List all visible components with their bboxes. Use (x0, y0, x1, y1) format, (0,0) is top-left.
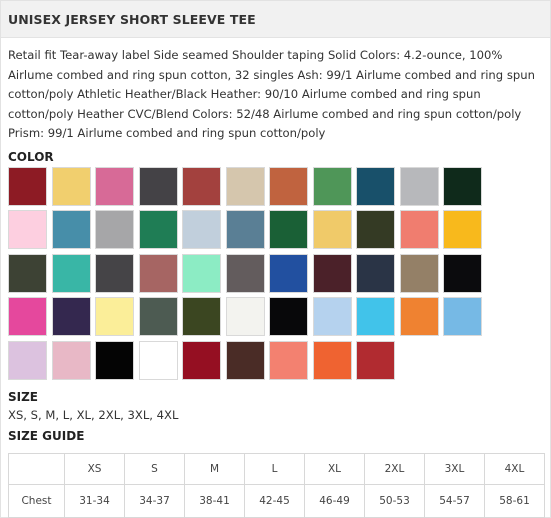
color-swatch[interactable] (399, 166, 439, 206)
chest-value-4xl: 58-61 (484, 484, 545, 518)
chest-value-3xl: 54-57 (424, 484, 485, 518)
color-swatch[interactable] (269, 297, 308, 337)
color-swatch[interactable] (51, 253, 91, 293)
color-swatch[interactable] (51, 210, 91, 250)
color-swatch[interactable] (182, 297, 221, 337)
color-swatch[interactable] (399, 253, 439, 293)
color-swatch[interactable] (138, 297, 178, 337)
color-swatch[interactable] (269, 253, 308, 293)
color-swatch[interactable] (8, 297, 47, 337)
color-swatch[interactable] (356, 166, 395, 206)
color-swatch[interactable] (443, 253, 482, 293)
product-title: UNISEX JERSEY SHORT SLEEVE TEE (8, 12, 256, 27)
color-swatch[interactable] (356, 253, 395, 293)
size-header-3xl: 3XL (424, 453, 485, 485)
color-swatch[interactable] (138, 253, 178, 293)
color-swatch[interactable] (8, 166, 47, 206)
color-swatch[interactable] (182, 253, 221, 293)
color-swatch[interactable] (443, 297, 482, 337)
size-header-2xl: 2XL (364, 453, 425, 485)
color-swatch[interactable] (312, 210, 352, 250)
chest-value-xs: 31-34 (64, 484, 125, 518)
color-swatch[interactable] (138, 166, 178, 206)
color-swatch[interactable] (399, 210, 439, 250)
color-swatch[interactable] (443, 166, 482, 206)
size-guide-chest-row: Chest 31-34 34-37 38-41 42-45 46-49 50-5… (8, 484, 545, 518)
size-heading: SIZE (8, 389, 39, 404)
size-list: XS, S, M, L, XL, 2XL, 3XL, 4XL (8, 407, 179, 422)
color-swatch[interactable] (95, 166, 134, 206)
chest-value-s: 34-37 (124, 484, 185, 518)
color-swatch[interactable] (95, 253, 134, 293)
color-swatch[interactable] (225, 297, 265, 337)
chest-value-l: 42-45 (244, 484, 305, 518)
size-header-s: S (124, 453, 185, 485)
color-swatch[interactable] (182, 166, 221, 206)
color-swatch[interactable] (182, 340, 221, 380)
color-swatch[interactable] (356, 210, 395, 250)
color-swatch[interactable] (225, 166, 265, 206)
color-swatch[interactable] (225, 253, 265, 293)
color-heading: COLOR (8, 149, 54, 164)
chest-row-label: Chest (8, 484, 65, 518)
color-swatch[interactable] (51, 340, 91, 380)
color-swatch[interactable] (225, 210, 265, 250)
chest-value-m: 38-41 (184, 484, 245, 518)
color-swatch[interactable] (312, 166, 352, 206)
size-header-xl: XL (304, 453, 365, 485)
color-swatch[interactable] (356, 340, 395, 380)
product-title-bar: UNISEX JERSEY SHORT SLEEVE TEE (1, 1, 550, 38)
color-swatch[interactable] (8, 340, 47, 380)
color-swatch[interactable] (95, 340, 134, 380)
size-header-xs: XS (64, 453, 125, 485)
size-header-m: M (184, 453, 245, 485)
size-header-4xl: 4XL (484, 453, 545, 485)
size-guide-heading: SIZE GUIDE (8, 428, 85, 443)
color-swatch[interactable] (182, 210, 221, 250)
size-guide-header-row: XS S M L XL 2XL 3XL 4XL (8, 453, 545, 485)
color-swatch[interactable] (8, 253, 47, 293)
color-swatch[interactable] (51, 166, 91, 206)
color-swatch[interactable] (269, 340, 308, 380)
color-swatch[interactable] (95, 297, 134, 337)
size-guide-table: XS S M L XL 2XL 3XL 4XL Chest 31-34 34-3… (8, 453, 545, 518)
color-swatch-grid (8, 166, 550, 380)
size-guide-corner-cell (8, 453, 65, 485)
chest-value-2xl: 50-53 (364, 484, 425, 518)
size-header-l: L (244, 453, 305, 485)
color-swatch[interactable] (138, 210, 178, 250)
color-swatch[interactable] (8, 210, 47, 250)
product-description: Retail fit Tear-away label Side seamed S… (8, 48, 535, 141)
color-swatch[interactable] (51, 297, 91, 337)
chest-value-xl: 46-49 (304, 484, 365, 518)
color-swatch[interactable] (312, 340, 352, 380)
color-swatch[interactable] (138, 340, 178, 380)
color-swatch[interactable] (225, 340, 265, 380)
color-swatch[interactable] (95, 210, 134, 250)
color-swatch[interactable] (269, 166, 308, 206)
color-swatch[interactable] (443, 210, 482, 250)
color-swatch[interactable] (269, 210, 308, 250)
color-swatch[interactable] (312, 253, 352, 293)
color-swatch[interactable] (399, 297, 439, 337)
color-swatch[interactable] (312, 297, 352, 337)
color-swatch[interactable] (356, 297, 395, 337)
